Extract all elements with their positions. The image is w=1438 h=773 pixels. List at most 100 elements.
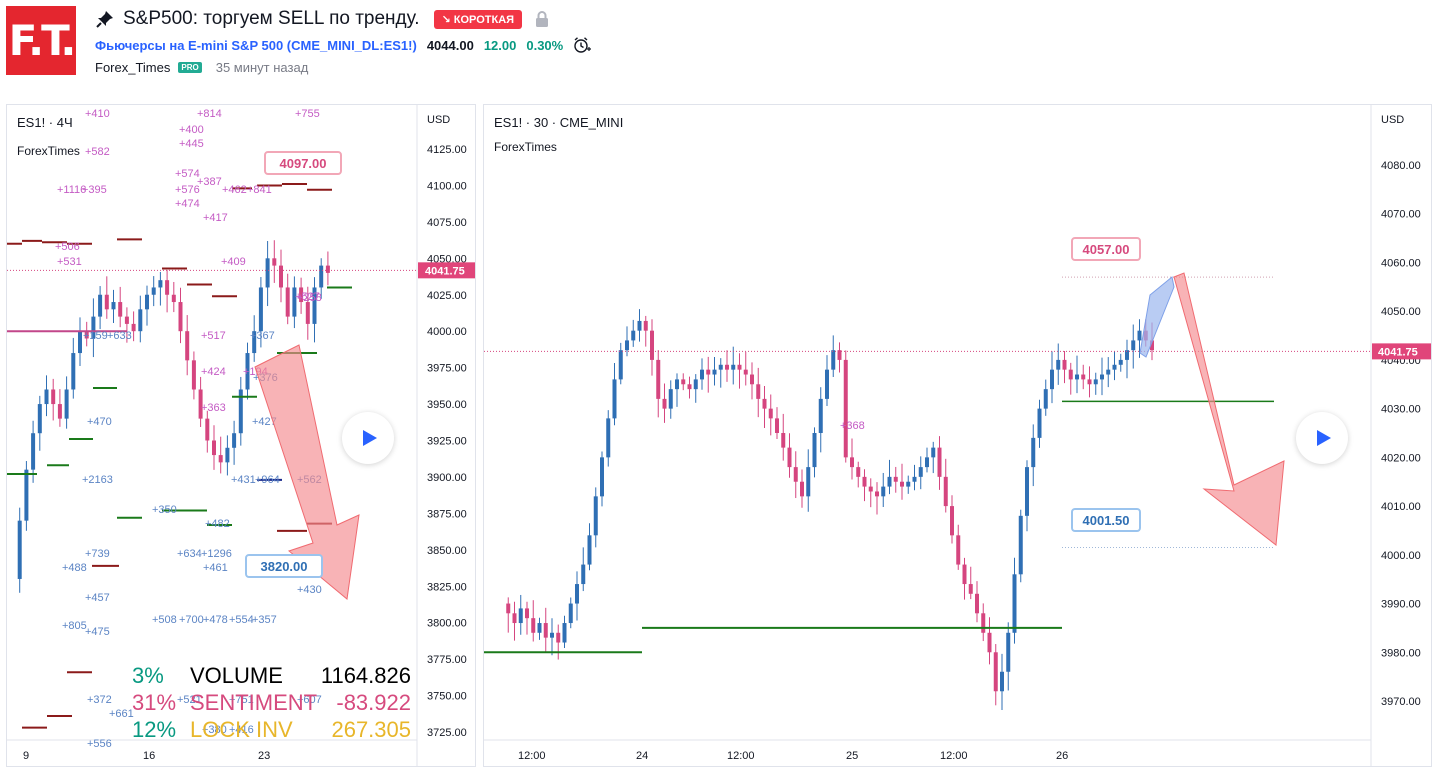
candle-body xyxy=(258,287,263,332)
x-tick-label: 16 xyxy=(143,750,155,762)
chart-4h-canvas[interactable]: 4125.00 4100.00 4075.00 4050.00 4025.00 4000.… xyxy=(7,105,476,767)
author-name[interactable]: Forex_Times xyxy=(95,60,171,75)
volume-label: +258 xyxy=(297,292,322,304)
candle-body xyxy=(98,294,103,317)
candle-body xyxy=(1100,374,1104,380)
play-button[interactable] xyxy=(342,412,394,464)
volume-label: +409 xyxy=(221,256,246,268)
chart-30m-panel[interactable]: 4080.00 4070.00 4060.00 4050.00 4040.00 4030.… xyxy=(483,104,1432,767)
volume-label: +527 xyxy=(295,291,320,303)
x-tick-label: 25 xyxy=(846,750,858,762)
candle-body xyxy=(893,476,898,482)
chart-4h-panel[interactable]: 4125.00 4100.00 4075.00 4050.00 4025.00 4000.… xyxy=(6,104,476,767)
volume-label: +805 xyxy=(62,620,87,632)
stat-value: 267.305 xyxy=(331,717,411,742)
candle-body xyxy=(981,613,986,633)
time-ago: 35 минут назад xyxy=(215,60,309,75)
candle-body xyxy=(1018,515,1023,575)
y-tick-label: 4125.00 xyxy=(427,144,467,156)
candle-body xyxy=(512,613,517,624)
candle-body xyxy=(17,520,22,579)
y-tick-label: 4050.00 xyxy=(1381,306,1421,318)
candle-body xyxy=(218,455,223,463)
title-row: S&P500: торгуем SELL по тренду. ↘ КОРОТК… xyxy=(95,8,550,30)
candle-body xyxy=(575,584,579,604)
candle-body xyxy=(319,265,324,288)
y-tick-label: 4000.00 xyxy=(427,326,467,338)
candle-body xyxy=(718,364,723,370)
y-tick-label: 3950.00 xyxy=(427,399,467,411)
candle-body xyxy=(750,374,754,385)
x-tick-label: 12:00 xyxy=(727,750,755,762)
volume-label: +478 xyxy=(203,614,228,626)
candle-body xyxy=(131,323,136,332)
symbol-change: 12.00 xyxy=(483,37,517,53)
callout-top: 4097.00 xyxy=(280,156,327,171)
volume-label: +755 xyxy=(295,108,320,120)
callout-top-box xyxy=(264,151,342,175)
chart-30m-currency: USD xyxy=(1381,114,1404,126)
candle-body xyxy=(84,331,89,339)
candle-body xyxy=(700,369,704,380)
symbol-link[interactable]: Фьючерсы на E-mini S&P 500 (CME_MINI_DL:… xyxy=(95,37,417,53)
candle-body xyxy=(581,564,586,585)
candle-body xyxy=(44,389,49,405)
short-badge[interactable]: ↘ КОРОТКАЯ xyxy=(433,9,523,29)
x-tick-label: 24 xyxy=(636,750,648,762)
candle-body xyxy=(78,331,82,354)
candle-body xyxy=(51,389,56,405)
chart-4h-title: ES1! · 4Ч xyxy=(17,115,73,130)
candle-body xyxy=(900,481,904,487)
chart-30m-canvas[interactable]: 4080.004070.004060.004050.004040.004030.… xyxy=(484,105,1432,767)
candle-body xyxy=(225,447,230,463)
volume-label: +367 xyxy=(250,330,275,342)
x-tick-label: 9 xyxy=(23,750,29,762)
y-tick-label: 3750.00 xyxy=(427,691,467,703)
volume-label: +159 xyxy=(83,330,108,342)
volume-label: +488 xyxy=(62,562,87,574)
candle-body xyxy=(37,404,42,434)
candle-body xyxy=(1150,340,1154,351)
candle-body xyxy=(768,408,773,419)
callout-bottom: 4001.50 xyxy=(1083,513,1130,528)
candle-body xyxy=(111,302,116,310)
y-tick-label: 4070.00 xyxy=(1381,209,1421,221)
volume-label: +576 xyxy=(175,184,200,196)
candle-body xyxy=(24,469,29,521)
up-arrow xyxy=(1139,276,1175,358)
candle-body xyxy=(831,350,836,370)
candle-body xyxy=(191,360,196,390)
candle-body xyxy=(606,418,611,458)
volume-label: +416 xyxy=(229,724,254,736)
candle-body xyxy=(731,364,736,370)
candle-body xyxy=(64,389,69,419)
ft-logo[interactable]: F.T. xyxy=(6,6,76,75)
x-tick-label: 26 xyxy=(1056,750,1068,762)
candle-body xyxy=(562,623,567,643)
alarm-clock-icon[interactable] xyxy=(573,36,592,54)
chart-4h-currency: USD xyxy=(427,114,450,126)
idea-header: S&P500: торгуем SELL по тренду. ↘ КОРОТК… xyxy=(95,4,1425,94)
stat-pct: 12% xyxy=(132,717,176,742)
candle-body xyxy=(668,389,673,409)
candle-body xyxy=(299,287,304,303)
price-tag: 4041.75 xyxy=(425,265,465,277)
candle-body xyxy=(531,618,536,633)
y-tick-label: 4050.00 xyxy=(427,253,467,265)
candle-body xyxy=(1112,364,1117,370)
pin-icon xyxy=(96,11,113,28)
candle-body xyxy=(743,369,748,375)
stat-name: LOCK INV xyxy=(190,717,293,742)
candle-body xyxy=(198,389,203,419)
candle-body xyxy=(1012,574,1017,633)
volume-label: +445 xyxy=(179,138,204,150)
volume-label: +431 xyxy=(231,474,256,486)
y-tick-label: 3850.00 xyxy=(427,545,467,557)
callout-top-box xyxy=(1071,237,1141,261)
candle-body xyxy=(279,265,283,288)
volume-label: +751 xyxy=(229,694,254,706)
play-button[interactable] xyxy=(1296,412,1348,464)
candle-body xyxy=(238,389,243,434)
y-tick-label: 4075.00 xyxy=(427,217,467,229)
y-tick-label: 4020.00 xyxy=(1381,452,1421,464)
